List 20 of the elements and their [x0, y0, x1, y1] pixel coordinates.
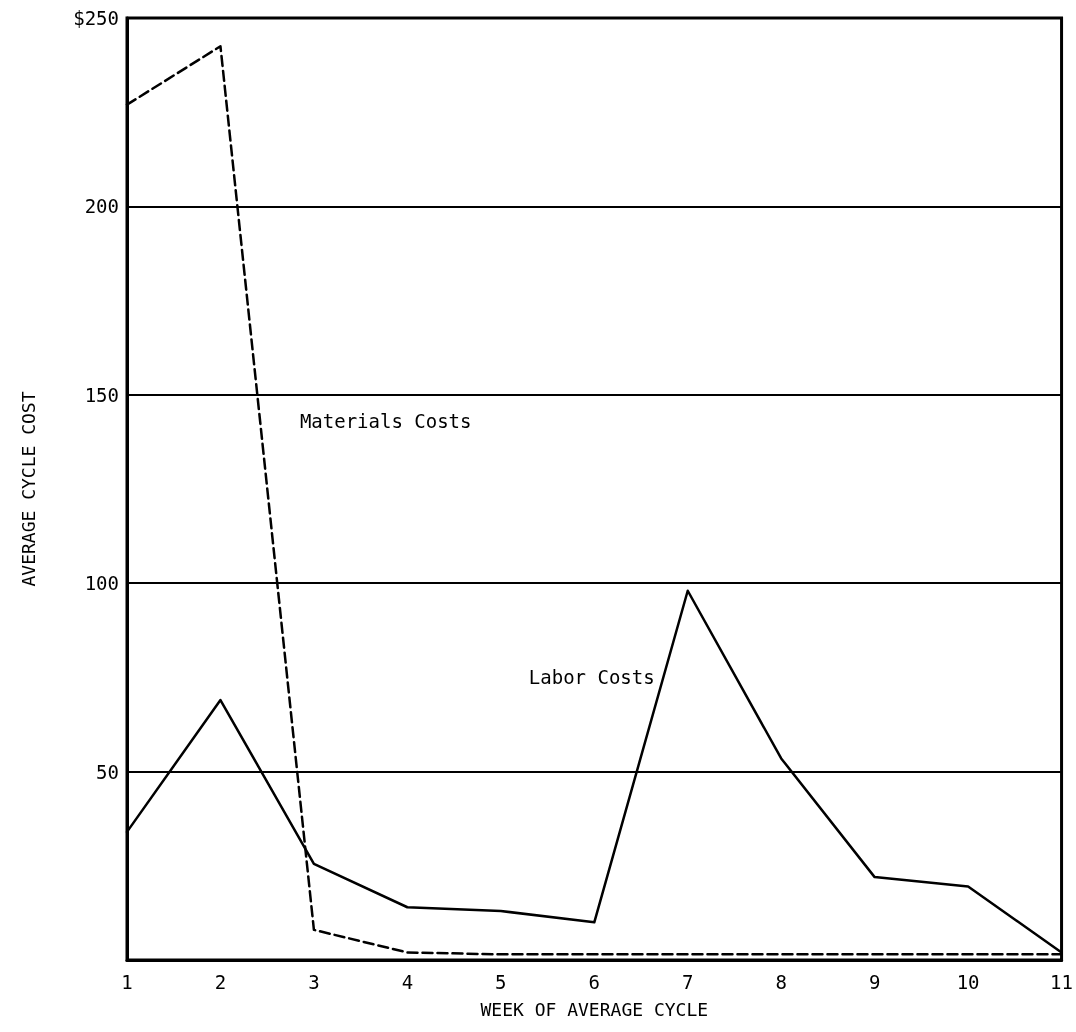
x-tick-label: 9	[868, 970, 881, 993]
x-tick-label: 5	[495, 970, 507, 993]
y-tick-label: $250	[73, 7, 119, 29]
x-axis-title: WEEK OF AVERAGE CYCLE	[480, 998, 709, 1020]
x-tick-label: 4	[401, 970, 414, 993]
x-tick-label: 2	[214, 970, 227, 993]
x-tick-label: 1	[121, 970, 133, 993]
x-tick-label: 7	[682, 970, 694, 993]
x-tick-label: 6	[588, 970, 601, 993]
y-axis-title: AVERAGE CYCLE COST	[17, 391, 39, 587]
x-tick-label: 3	[308, 970, 320, 993]
y-tick-label: 50	[96, 760, 119, 783]
y-tick-label: 150	[84, 383, 119, 406]
x-tick-label: 8	[775, 970, 787, 993]
text: Materials Costs	[299, 410, 472, 433]
series-label: Labor Costs	[528, 666, 655, 689]
x-tick-label: 10	[956, 970, 980, 993]
y-tick-label: 200	[84, 195, 119, 218]
x-tick-label: 11	[1050, 970, 1074, 993]
y-tick-label: 100	[84, 572, 119, 595]
